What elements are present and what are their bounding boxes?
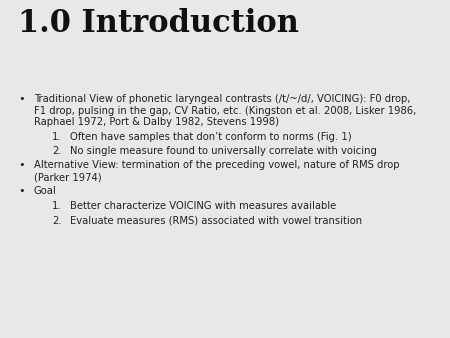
Text: Raphael 1972, Port & Dalby 1982, Stevens 1998): Raphael 1972, Port & Dalby 1982, Stevens… <box>34 117 279 127</box>
Text: •: • <box>18 94 25 104</box>
Text: •: • <box>18 161 25 170</box>
Text: Traditional View of phonetic laryngeal contrasts (/t/~/d/, VOICING): F0 drop,: Traditional View of phonetic laryngeal c… <box>34 94 410 104</box>
Text: 2.: 2. <box>52 146 62 156</box>
Text: 1.: 1. <box>52 201 62 211</box>
Text: Better characterize VOICING with measures available: Better characterize VOICING with measure… <box>70 201 336 211</box>
Text: 1.: 1. <box>52 131 62 142</box>
Text: 1.0 Introduction: 1.0 Introduction <box>18 8 299 39</box>
Text: •: • <box>18 187 25 196</box>
Text: Goal: Goal <box>34 187 57 196</box>
Text: Often have samples that don’t conform to norms (Fig. 1): Often have samples that don’t conform to… <box>70 131 351 142</box>
Text: (Parker 1974): (Parker 1974) <box>34 172 102 182</box>
Text: Evaluate measures (RMS) associated with vowel transition: Evaluate measures (RMS) associated with … <box>70 216 362 225</box>
Text: F1 drop, pulsing in the gap, CV Ratio, etc. (Kingston et al. 2008, Lisker 1986,: F1 drop, pulsing in the gap, CV Ratio, e… <box>34 105 416 116</box>
Text: No single measure found to universally correlate with voicing: No single measure found to universally c… <box>70 146 377 156</box>
Text: 2.: 2. <box>52 216 62 225</box>
Text: Alternative View: termination of the preceding vowel, nature of RMS drop: Alternative View: termination of the pre… <box>34 161 400 170</box>
